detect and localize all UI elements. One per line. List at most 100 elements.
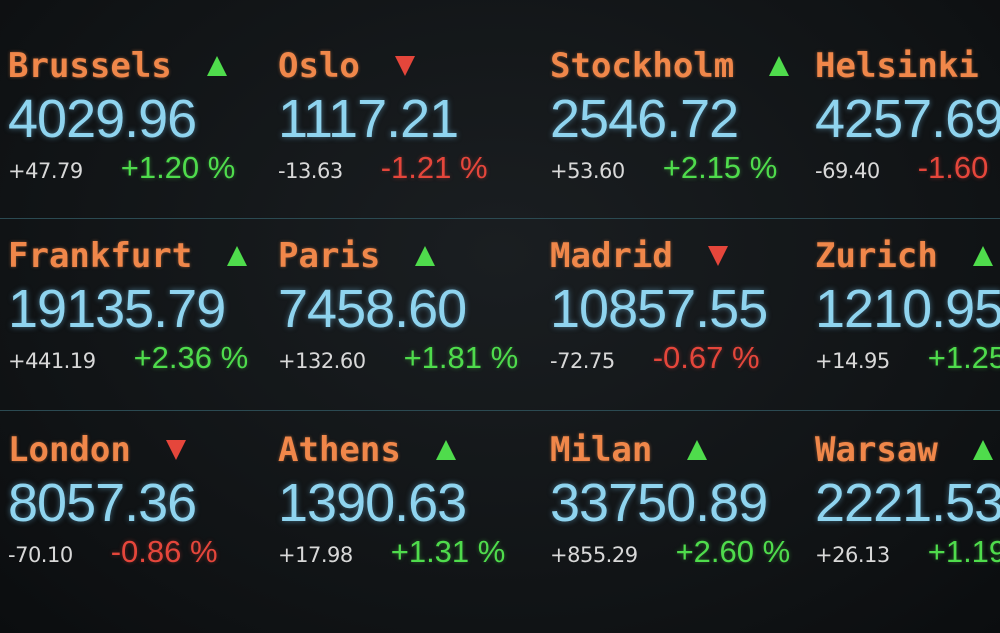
- index-value: 2546.72: [550, 89, 739, 149]
- point-change: +53.60: [550, 159, 625, 183]
- city-name: Helsinki: [815, 46, 979, 86]
- city-row: Madrid: [550, 236, 729, 276]
- ticker-tile: Zurich 1210.95 +14.95 +1.25: [815, 236, 1000, 416]
- city-name: Brussels: [8, 46, 172, 86]
- ticker-tile: Oslo 1117.21 -13.63 -1.21 %: [278, 46, 548, 226]
- percent-change: +1.31 %: [390, 534, 506, 569]
- arrow-shape: [687, 440, 708, 460]
- change-row: +441.19 +2.36 %: [8, 340, 248, 376]
- arrow-shape: [415, 246, 436, 266]
- separator: [0, 218, 1000, 219]
- arrow-up: [972, 440, 993, 460]
- index-value: 4257.69: [815, 89, 1000, 149]
- change-row: +14.95 +1.25: [815, 340, 1000, 376]
- arrow-shape: [769, 56, 790, 76]
- change-row: +17.98 +1.31 %: [278, 534, 505, 570]
- arrow-shape: [707, 246, 728, 266]
- point-change: -69.40: [815, 159, 880, 183]
- index-value: 1390.63: [278, 473, 467, 533]
- arrow-shape: [972, 246, 993, 266]
- ticker-tile: Madrid 10857.55 -72.75 -0.67 %: [550, 236, 820, 416]
- arrow-down: [394, 56, 415, 76]
- ticker-tile: Frankfurt 19135.79 +441.19 +2.36 %: [8, 236, 278, 416]
- percent-change: +1.25: [927, 340, 1000, 375]
- arrow-up: [227, 246, 248, 266]
- city-name: Warsaw: [815, 430, 938, 470]
- index-value: 19135.79: [8, 279, 226, 339]
- ticker-tile: Helsinki 4257.69 -69.40 -1.60: [815, 46, 1000, 226]
- ticker-tile: Brussels 4029.96 +47.79 +1.20 %: [8, 46, 278, 226]
- change-row: +47.79 +1.20 %: [8, 150, 235, 186]
- city-row: Oslo: [278, 46, 416, 86]
- point-change: +26.13: [815, 543, 890, 567]
- point-change: +441.19: [8, 349, 96, 373]
- percent-change: +2.60 %: [675, 534, 791, 569]
- arrow-up: [415, 246, 436, 266]
- city-row: Athens: [278, 430, 457, 470]
- index-value: 1210.95: [815, 279, 1000, 339]
- city-row: London: [8, 430, 187, 470]
- city-name: Paris: [278, 236, 381, 276]
- change-row: +53.60 +2.15 %: [550, 150, 777, 186]
- city-row: Warsaw: [815, 430, 994, 470]
- percent-change: -0.86 %: [110, 534, 218, 569]
- arrow-shape: [435, 440, 456, 460]
- separator: [0, 410, 1000, 411]
- change-row: -70.10 -0.86 %: [8, 534, 218, 570]
- percent-change: +2.15 %: [662, 150, 778, 185]
- city-name: Stockholm: [550, 46, 735, 86]
- city-row: Frankfurt: [8, 236, 248, 276]
- point-change: -70.10: [8, 543, 73, 567]
- change-row: +855.29 +2.60 %: [550, 534, 790, 570]
- point-change: +47.79: [8, 159, 83, 183]
- city-name: London: [8, 430, 131, 470]
- ticker-tile: Milan 33750.89 +855.29 +2.60 %: [550, 430, 820, 610]
- ticker-tile: Stockholm 2546.72 +53.60 +2.15 %: [550, 46, 820, 226]
- index-value: 8057.36: [8, 473, 197, 533]
- point-change: +14.95: [815, 349, 890, 373]
- index-value: 1117.21: [278, 89, 459, 149]
- index-value: 7458.60: [278, 279, 467, 339]
- ticker-tile: Athens 1390.63 +17.98 +1.31 %: [278, 430, 548, 610]
- ticker-tile: London 8057.36 -70.10 -0.86 %: [8, 430, 278, 610]
- city-name: Zurich: [815, 236, 938, 276]
- index-value: 33750.89: [550, 473, 768, 533]
- point-change: +17.98: [278, 543, 353, 567]
- city-row: Zurich: [815, 236, 994, 276]
- arrow-up: [972, 246, 993, 266]
- percent-change: +1.19: [927, 534, 1000, 569]
- index-value: 4029.96: [8, 89, 197, 149]
- arrow-shape: [227, 246, 248, 266]
- arrow-up: [769, 56, 790, 76]
- ticker-tile: Paris 7458.60 +132.60 +1.81 %: [278, 236, 548, 416]
- city-name: Oslo: [278, 46, 360, 86]
- city-row: Helsinki: [815, 46, 1000, 86]
- percent-change: -1.60: [917, 150, 989, 185]
- index-value: 2221.53: [815, 473, 1000, 533]
- point-change: +132.60: [278, 349, 366, 373]
- point-change: -72.75: [550, 349, 615, 373]
- change-row: +26.13 +1.19: [815, 534, 1000, 570]
- point-change: +855.29: [550, 543, 638, 567]
- city-name: Athens: [278, 430, 401, 470]
- city-name: Madrid: [550, 236, 673, 276]
- point-change: -13.63: [278, 159, 343, 183]
- arrow-shape: [206, 56, 227, 76]
- city-row: Paris: [278, 236, 436, 276]
- arrow-shape: [165, 440, 186, 460]
- city-row: Milan: [550, 430, 708, 470]
- arrow-up: [687, 440, 708, 460]
- percent-change: -1.21 %: [380, 150, 488, 185]
- city-row: Brussels: [8, 46, 228, 86]
- city-name: Milan: [550, 430, 653, 470]
- change-row: -13.63 -1.21 %: [278, 150, 488, 186]
- arrow-shape: [394, 56, 415, 76]
- percent-change: +1.81 %: [403, 340, 519, 375]
- arrow-up: [435, 440, 456, 460]
- index-value: 10857.55: [550, 279, 768, 339]
- arrow-shape: [972, 440, 993, 460]
- arrow-up: [206, 56, 227, 76]
- ticker-tile: Warsaw 2221.53 +26.13 +1.19: [815, 430, 1000, 610]
- percent-change: +2.36 %: [133, 340, 249, 375]
